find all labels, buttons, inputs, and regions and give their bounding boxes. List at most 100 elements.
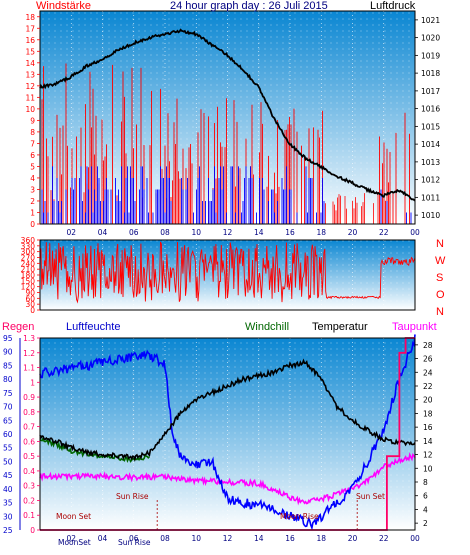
direction-tick-label: 270 — [21, 254, 36, 263]
wind-tick-label: 10 — [25, 105, 35, 114]
top-x-tick-label: 00 — [410, 228, 420, 237]
humidity-tick-label: 60 — [3, 430, 13, 439]
direction-tick-label: 150 — [21, 277, 36, 286]
bottom-x-tick-label: 14 — [254, 534, 264, 543]
humidity-tick-label: 50 — [3, 457, 13, 466]
bottom-moonset-label: MoonSet — [58, 538, 91, 547]
pressure-axis-title: Luftdruck — [370, 0, 416, 12]
rain-tick-label: 0 — [30, 526, 35, 535]
pressure-tick-label: 1021 — [421, 16, 440, 25]
rain-tick-label: 0.6 — [23, 437, 35, 446]
rain-tick-label: 0.9 — [23, 393, 35, 402]
humidity-tick-label: 65 — [3, 416, 13, 425]
temperature-tick-label: 16 — [423, 423, 433, 432]
pressure-tick-label: 1014 — [421, 140, 440, 149]
humidity-tick-label: 35 — [3, 499, 13, 508]
sun-rise-label: Sun Rise — [116, 492, 149, 501]
humidity-tick-label: 90 — [3, 348, 13, 357]
bottom-x-tick-label: 02 — [66, 534, 76, 543]
temperature-tick-label: 6 — [423, 492, 428, 501]
pressure-tick-label: 1012 — [421, 176, 440, 185]
pressure-line — [39, 28, 416, 202]
temperature-tick-label: 4 — [423, 505, 428, 514]
bottom-x-tick-label: 18 — [316, 534, 326, 543]
top-x-tick-label: 18 — [316, 228, 326, 237]
wind-tick-label: 8 — [30, 128, 35, 137]
dir-label-w: W — [435, 255, 446, 267]
dewpoint-line — [39, 452, 416, 506]
wind-speed-axis-title: Windstärke — [36, 0, 91, 12]
bottom-sunrise-label: Sun Rise — [118, 538, 151, 547]
direction-tick-label: 240 — [21, 259, 36, 268]
dir-label-n-bottom: N — [436, 306, 444, 318]
rain-tick-label: 0.1 — [23, 511, 35, 520]
direction-tick-label: 0 — [30, 306, 35, 315]
humidity-tick-label: 30 — [3, 512, 13, 521]
legend-luftfeuchte: Luftfeuchte — [66, 321, 120, 333]
rain-tick-label: 1.3 — [23, 334, 35, 343]
moon-set-label: Moon Set — [56, 512, 91, 521]
dir-label-s: S — [436, 272, 443, 284]
wind-tick-label: 0 — [30, 220, 35, 229]
sun-set-label: Sun Set — [356, 492, 385, 501]
direction-tick-label: 60 — [25, 294, 35, 303]
direction-tick-label: 300 — [21, 248, 36, 257]
temperature-tick-label: 22 — [423, 382, 433, 391]
wind-tick-label: 18 — [25, 13, 35, 22]
dir-label-n-top: N — [436, 238, 444, 250]
temperature-tick-label: 24 — [423, 368, 433, 377]
top-x-tick-label: 10 — [191, 228, 201, 237]
direction-tick-label: 360 — [21, 236, 36, 245]
pressure-tick-label: 1017 — [421, 87, 440, 96]
windchill-line — [39, 436, 150, 463]
pressure-tick-label: 1011 — [421, 193, 440, 202]
wind-tick-label: 9 — [30, 116, 35, 125]
bottom-x-tick-label: 16 — [285, 534, 295, 543]
humidity-tick-label: 85 — [3, 361, 13, 370]
legend-temperatur: Temperatur — [312, 321, 368, 333]
humidity-tick-label: 80 — [3, 375, 13, 384]
top-x-tick-label: 02 — [66, 228, 76, 237]
bottom-x-tick-label: 08 — [160, 534, 170, 543]
temperature-tick-label: 26 — [423, 355, 433, 364]
temperature-tick-label: 28 — [423, 341, 433, 350]
top-x-tick-label: 16 — [285, 228, 295, 237]
temperature-tick-label: 8 — [423, 478, 428, 487]
pressure-tick-label: 1016 — [421, 105, 440, 114]
wind-tick-label: 1 — [30, 208, 35, 217]
moon-rise-label: Moon Rise — [280, 512, 319, 521]
direction-tick-label: 90 — [25, 289, 35, 298]
temperature-tick-label: 14 — [423, 437, 433, 446]
chart-title: 24 hour graph day : 26 Juli 2015 — [170, 0, 328, 12]
direction-tick-label: 120 — [21, 283, 36, 292]
rain-tick-label: 1.2 — [23, 349, 35, 358]
dir-label-o: O — [436, 289, 445, 301]
bottom-x-tick-label: 12 — [223, 534, 233, 543]
direction-tick-label: 210 — [21, 265, 36, 274]
bottom-x-tick-label: 00 — [410, 534, 420, 543]
wind-tick-label: 11 — [25, 93, 35, 102]
humidity-tick-label: 40 — [3, 485, 13, 494]
wind-tick-label: 5 — [30, 162, 35, 171]
rain-tick-label: 0.4 — [23, 467, 35, 476]
bottom-x-tick-label: 22 — [379, 534, 389, 543]
pressure-tick-label: 1015 — [421, 122, 440, 131]
wind-direction-line — [39, 241, 416, 304]
direction-tick-label: 330 — [21, 242, 36, 251]
rain-tick-label: 1.1 — [23, 364, 35, 373]
top-x-tick-label: 20 — [348, 228, 358, 237]
humidity-line — [39, 334, 416, 531]
top-x-tick-label: 06 — [129, 228, 139, 237]
top-x-tick-label: 08 — [160, 228, 170, 237]
legend-regen: Regen — [2, 321, 34, 333]
temperature-tick-label: 10 — [423, 464, 433, 473]
humidity-tick-label: 70 — [3, 403, 13, 412]
wind-tick-label: 7 — [30, 139, 35, 148]
humidity-tick-label: 25 — [3, 526, 13, 535]
pressure-tick-label: 1010 — [421, 211, 440, 220]
wind-tick-label: 2 — [30, 197, 35, 206]
rain-tick-label: 0.3 — [23, 482, 35, 491]
wind-tick-label: 17 — [25, 24, 35, 33]
temperature-tick-label: 18 — [423, 409, 433, 418]
bottom-x-tick-label: 10 — [191, 534, 201, 543]
